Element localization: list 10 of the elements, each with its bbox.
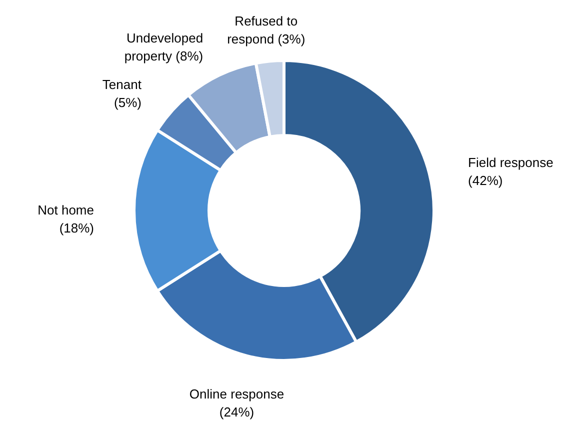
slice-label: Undeveloped property (8%) [124, 30, 204, 64]
data-label: (18%) [59, 220, 94, 236]
slice-label: Refused to respond (3%) [227, 13, 306, 46]
slice-label: Tenant [102, 76, 142, 92]
data-label: (5%) [114, 94, 142, 110]
data-label: (42%) [468, 173, 503, 188]
slice-label: Online response [189, 386, 284, 402]
slice-label: Not home [38, 202, 94, 218]
slice-label: Field response [468, 155, 554, 170]
data-label: (24%) [219, 404, 254, 420]
